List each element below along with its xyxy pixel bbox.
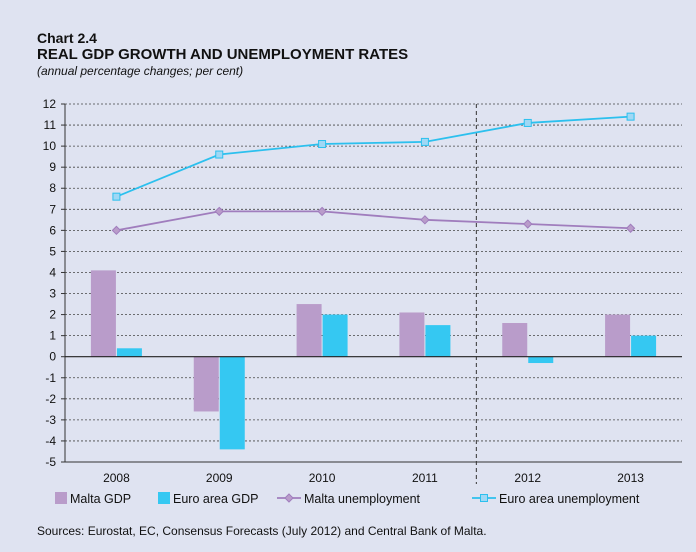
y-tick-label: 12 [43, 97, 57, 111]
y-tick-label: -2 [45, 392, 56, 406]
bar-euro-area-gdp [219, 356, 245, 450]
bar-euro-area-gdp [322, 314, 348, 357]
y-tick-label: 10 [43, 139, 57, 153]
line-malta-unemployment [116, 210, 631, 232]
x-axis-ticks: 2008 2009 2010 2011 2012 2013 [103, 471, 644, 485]
chart-header: Chart 2.4 REAL GDP GROWTH AND UNEMPLOYME… [37, 30, 408, 79]
point-euro-area-unemployment [626, 112, 635, 121]
bar-malta-gdp [193, 356, 219, 412]
legend: Malta GDP Euro area GDP Malta unemployment… [55, 492, 640, 506]
line-euro-area-unemployment [116, 115, 631, 198]
legend-label: Malta unemployment [304, 492, 421, 506]
grid-lines [65, 103, 682, 463]
y-tick-label: 9 [49, 160, 56, 174]
legend-swatch [55, 492, 67, 504]
legend-marker [480, 494, 488, 502]
chart-number: Chart 2.4 [37, 30, 97, 46]
bars [90, 270, 657, 450]
y-tick-label: 8 [49, 181, 56, 195]
point-malta-unemployment [214, 206, 224, 217]
bar-euro-area-gdp [425, 325, 451, 357]
point-malta-unemployment [523, 219, 533, 229]
x-tick-label: 2010 [309, 471, 336, 485]
y-tick-label: 4 [49, 265, 56, 279]
point-euro-area-unemployment [215, 150, 224, 159]
y-tick-label: 1 [49, 329, 56, 343]
point-malta-unemployment [111, 225, 122, 236]
lines [111, 112, 636, 236]
point-euro-area-unemployment [420, 137, 429, 146]
bar-malta-gdp [502, 323, 528, 357]
y-tick-label: 2 [49, 308, 56, 322]
y-tick-label: 11 [44, 118, 57, 132]
y-tick-label: -4 [45, 434, 56, 448]
x-tick-label: 2008 [103, 471, 130, 485]
x-tick-label: 2012 [514, 471, 541, 485]
y-tick-label: 5 [49, 244, 56, 258]
point-euro-area-unemployment [112, 192, 121, 201]
point-euro-area-unemployment [523, 118, 532, 127]
x-tick-label: 2013 [617, 471, 644, 485]
legend-label: Euro area unemployment [499, 492, 640, 506]
bar-euro-area-gdp [631, 335, 657, 357]
bar-euro-area-gdp [528, 356, 554, 364]
y-tick-label: -3 [45, 413, 56, 427]
y-tick-label: 7 [49, 202, 56, 216]
legend-swatch [158, 492, 170, 504]
y-tick-label: 6 [49, 223, 56, 237]
point-malta-unemployment [420, 215, 430, 225]
x-tick-label: 2009 [206, 471, 233, 485]
y-tick-label: 0 [49, 350, 56, 364]
legend-label: Euro area GDP [173, 492, 258, 506]
bar-malta-gdp [296, 304, 322, 357]
bar-malta-gdp [605, 314, 631, 357]
source-note: Sources: Eurostat, EC, Consensus Forecas… [37, 524, 487, 538]
point-malta-unemployment [317, 206, 327, 217]
point-malta-unemployment [625, 223, 636, 233]
y-tick-label: 3 [49, 287, 56, 301]
legend-label: Malta GDP [70, 492, 131, 506]
point-euro-area-unemployment [318, 140, 327, 149]
chart-title: REAL GDP GROWTH AND UNEMPLOYMENT RATES [37, 46, 409, 63]
y-tick-label: -5 [45, 455, 56, 469]
legend-marker [284, 493, 294, 503]
bar-malta-gdp [399, 312, 425, 357]
x-tick-label: 2011 [412, 471, 438, 485]
y-tick-label: -1 [45, 371, 56, 385]
axes [64, 104, 682, 484]
bar-euro-area-gdp [116, 348, 142, 357]
chart-subtitle: (annual percentage changes; per cent) [37, 64, 244, 78]
bar-malta-gdp [90, 270, 116, 357]
